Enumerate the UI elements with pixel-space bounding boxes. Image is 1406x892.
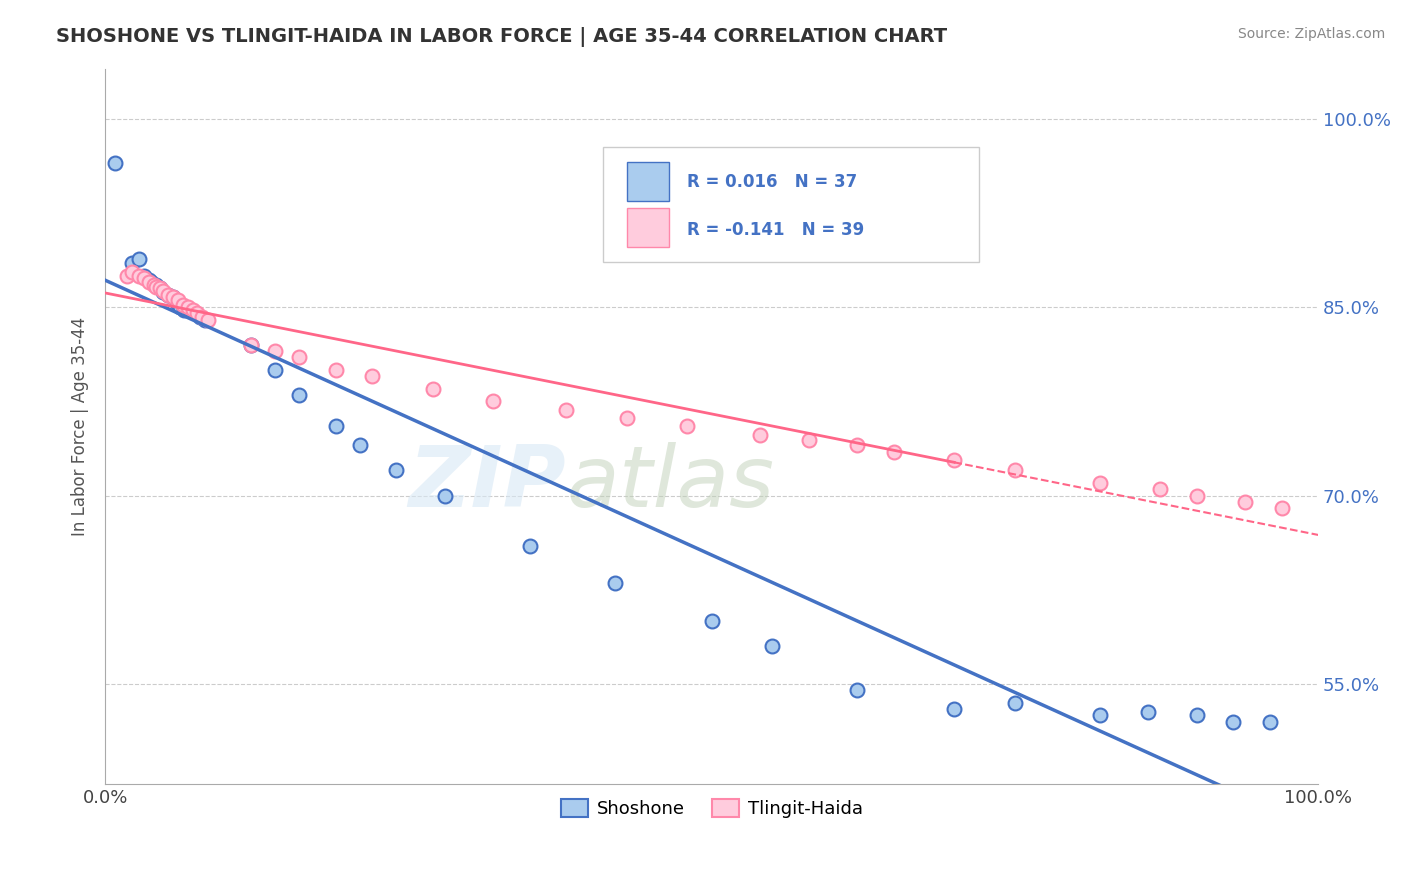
Point (603, 576, 626, 591)
Point (1137, 705, 1160, 719)
Point (1004, 696, 1026, 710)
Point (846, 438, 869, 452)
Point (181, 302, 204, 317)
Point (325, 419, 347, 434)
Point (149, 281, 172, 295)
Point (188, 310, 211, 325)
Point (239, 338, 262, 352)
Point (184, 306, 207, 320)
Point (157, 287, 180, 301)
Point (288, 351, 311, 365)
Point (121, 256, 143, 270)
Point (176, 300, 198, 314)
Point (1185, 489, 1208, 503)
Point (152, 285, 174, 299)
Point (167, 293, 190, 307)
Point (167, 298, 190, 312)
Text: R = -0.141   N = 39: R = -0.141 N = 39 (688, 220, 865, 238)
Point (186, 306, 208, 320)
Point (519, 539, 541, 553)
Point (943, 702, 966, 716)
Point (149, 281, 172, 295)
Point (1258, 714, 1281, 729)
Point (179, 302, 201, 317)
Text: R = 0.016   N = 37: R = 0.016 N = 37 (688, 173, 858, 191)
Point (239, 338, 262, 352)
Point (555, 403, 578, 417)
Point (883, 444, 905, 458)
Point (433, 489, 456, 503)
Bar (627, 161, 669, 201)
Point (197, 312, 219, 326)
Point (846, 683, 869, 698)
Point (142, 277, 165, 292)
Point (162, 290, 184, 304)
Point (749, 428, 772, 442)
Y-axis label: In Labor Force | Age 35-44: In Labor Force | Age 35-44 (72, 317, 89, 536)
Point (162, 290, 184, 304)
Point (797, 434, 820, 448)
Point (128, 252, 150, 267)
Point (385, 463, 408, 477)
Point (264, 363, 287, 377)
Point (132, 268, 155, 283)
Point (169, 300, 191, 314)
Point (138, 272, 160, 286)
Point (172, 298, 194, 312)
Text: SHOSHONE VS TLINGIT-HAIDA IN LABOR FORCE | AGE 35-44 CORRELATION CHART: SHOSHONE VS TLINGIT-HAIDA IN LABOR FORCE… (56, 27, 948, 46)
Point (616, 410, 638, 425)
Point (138, 275, 160, 289)
Point (482, 394, 505, 409)
Point (288, 388, 311, 402)
Point (141, 275, 163, 289)
Point (422, 382, 444, 396)
Text: Source: ZipAtlas.com: Source: ZipAtlas.com (1237, 27, 1385, 41)
Point (145, 280, 167, 294)
Point (115, 268, 138, 283)
Point (264, 344, 287, 359)
Point (325, 363, 347, 377)
Point (1149, 483, 1171, 497)
Point (132, 271, 155, 285)
Point (676, 419, 699, 434)
Point (1185, 708, 1208, 723)
Point (104, 155, 127, 169)
Bar (627, 208, 669, 247)
FancyBboxPatch shape (603, 147, 979, 262)
Point (173, 302, 195, 317)
Point (943, 453, 966, 467)
Point (128, 268, 150, 283)
Point (152, 284, 174, 298)
Point (1271, 501, 1294, 516)
Point (1004, 463, 1026, 477)
Point (121, 265, 143, 279)
Point (700, 614, 723, 628)
Point (361, 369, 384, 384)
Point (145, 277, 167, 292)
Text: ZIP: ZIP (409, 442, 567, 525)
Point (349, 438, 371, 452)
Point (194, 312, 217, 326)
Text: atlas: atlas (567, 442, 775, 525)
Point (1088, 708, 1111, 723)
Point (1222, 714, 1244, 729)
Point (157, 287, 180, 301)
Point (1234, 495, 1257, 509)
Point (191, 310, 214, 325)
Point (761, 640, 783, 654)
Legend: Shoshone, Tlingit-Haida: Shoshone, Tlingit-Haida (554, 792, 870, 825)
Point (1088, 475, 1111, 490)
